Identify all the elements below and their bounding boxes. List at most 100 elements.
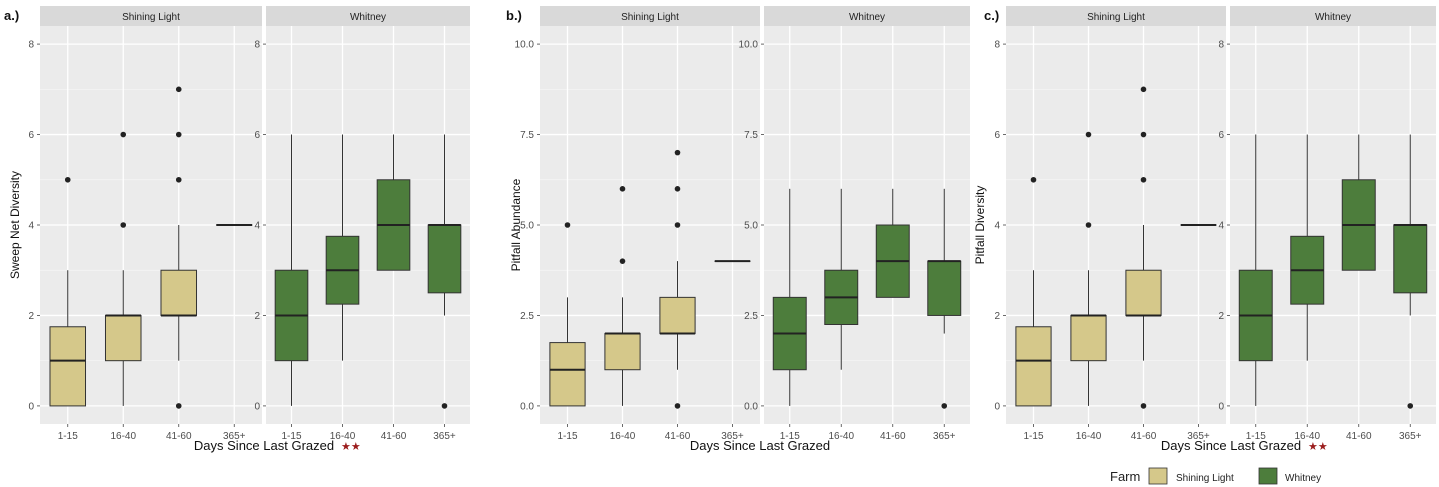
box-body <box>1015 326 1052 407</box>
outlier-point <box>175 403 182 409</box>
x-tick-label: 365+ <box>433 431 456 442</box>
x-axis-label: Days Since Last Grazed <box>1161 438 1301 453</box>
y-tick-label: 2.5 <box>744 311 758 322</box>
outlier-point <box>64 176 71 183</box>
box-body <box>549 342 586 407</box>
facet-whitney: Whitney 0.0 2.5 5.0 7.5 10.0 1-15 16-40 41-60 365… <box>739 6 970 442</box>
outlier-point <box>1407 403 1414 409</box>
outlier-point <box>674 186 681 192</box>
chart-0: a.) Sweep Net Diversity Days Since Last Gr… <box>4 6 470 453</box>
outlier-point <box>1085 222 1092 228</box>
x-tick-label: 16-40 <box>610 431 636 442</box>
facet-strip <box>40 6 262 26</box>
panel-tag: a.) <box>4 8 19 23</box>
box-body <box>1393 224 1428 294</box>
facet-strip-label: Shining Light <box>1087 12 1145 23</box>
outlier-point <box>1030 176 1037 183</box>
y-tick-label: 0 <box>994 401 1000 412</box>
y-axis-label: Sweep Net Diversity <box>8 171 22 279</box>
legend-title: Farm <box>1110 469 1140 484</box>
panel-tag: c.) <box>984 8 999 23</box>
outlier-point <box>674 222 681 228</box>
box-1-15 <box>274 134 309 406</box>
outlier-point <box>175 176 182 183</box>
y-tick-label: 8 <box>254 40 260 51</box>
facet-strip <box>1230 6 1436 26</box>
y-tick-label: 5.0 <box>520 221 534 232</box>
outlier-point <box>1140 131 1147 138</box>
box-41-60 <box>1125 86 1162 409</box>
box-365+ <box>927 188 962 409</box>
y-tick-label: 4 <box>994 221 1000 232</box>
outlier-point <box>564 222 571 228</box>
outlier-point <box>674 403 681 409</box>
x-tick-label: 1-15 <box>780 431 800 442</box>
x-tick-label: 1-15 <box>1246 431 1266 442</box>
chart-1: b.) Pitfall Abundance Days Since Last Graz… <box>506 6 970 453</box>
y-axis-label: Pitfall Diversity <box>973 186 987 265</box>
outlier-point <box>1140 176 1147 183</box>
box-365+ <box>427 134 462 409</box>
facet-strip <box>1006 6 1226 26</box>
panel-tag: b.) <box>506 8 522 23</box>
box-body <box>1125 269 1162 316</box>
box-body <box>1070 314 1107 362</box>
outlier-point <box>175 86 182 93</box>
facet-strip-label: Shining Light <box>621 12 679 23</box>
box-body <box>49 326 87 407</box>
y-tick-label: 0 <box>254 401 260 412</box>
facet-strip-label: Shining Light <box>122 12 180 23</box>
charts: a.) Sweep Net Diversity Days Since Last Gr… <box>4 6 1436 453</box>
y-tick-label: 8 <box>28 40 34 51</box>
x-tick-label: 1-15 <box>557 431 577 442</box>
y-tick-label: 2.5 <box>520 311 534 322</box>
box-1-15 <box>49 176 87 407</box>
facet-whitney: Whitney 0 2 4 6 8 1-15 16-40 41-60 365+ <box>254 6 470 442</box>
y-tick-label: 10.0 <box>739 40 759 51</box>
y-tick-label: 4 <box>28 221 34 232</box>
box-41-60 <box>1341 134 1376 271</box>
y-tick-label: 2 <box>254 311 260 322</box>
x-axis-label: Days Since Last Grazed <box>690 438 830 453</box>
box-1-15 <box>1238 134 1273 406</box>
outlier-point <box>674 149 681 156</box>
outlier-point <box>1140 86 1147 93</box>
y-tick-label: 7.5 <box>744 130 758 141</box>
x-tick-label: 41-60 <box>665 431 691 442</box>
x-tick-label: 1-15 <box>58 431 78 442</box>
legend-key-shining-light <box>1148 467 1168 485</box>
x-tick-label: 365+ <box>933 431 956 442</box>
outlier-point <box>619 258 626 264</box>
x-tick-label: 1-15 <box>1023 431 1043 442</box>
y-tick-label: 0 <box>28 401 34 412</box>
outlier-point <box>441 403 448 409</box>
x-axis-label: Days Since Last Grazed <box>194 438 334 453</box>
box-1-15 <box>772 188 807 406</box>
x-tick-label: 365+ <box>721 431 744 442</box>
y-tick-label: 4 <box>254 221 260 232</box>
y-axis-label: Pitfall Abundance <box>509 178 523 271</box>
y-tick-label: 10.0 <box>515 40 535 51</box>
facet-shining_light: Shining Light 0 2 4 6 8 1-15 16-40 41-60 365+ <box>28 6 262 442</box>
y-tick-label: 6 <box>1218 130 1224 141</box>
y-tick-label: 2 <box>28 311 34 322</box>
chart-2: c.) Pitfall Diversity Days Since Last Graz… <box>973 6 1436 453</box>
outlier-point <box>175 131 182 138</box>
x-tick-label: 365+ <box>1187 431 1210 442</box>
box-body <box>427 224 462 294</box>
y-tick-label: 2 <box>1218 311 1224 322</box>
box-16-40 <box>104 131 142 406</box>
x-tick-label: 41-60 <box>1131 431 1157 442</box>
facet-shining_light: Shining Light 0 2 4 6 8 1-15 16-40 41-60 365+ <box>994 6 1226 442</box>
y-tick-label: 0.0 <box>744 401 758 412</box>
y-tick-label: 4 <box>1218 221 1224 232</box>
box-body <box>604 333 641 371</box>
y-tick-label: 6 <box>254 130 260 141</box>
x-tick-label: 41-60 <box>166 431 192 442</box>
outlier-point <box>1140 403 1147 409</box>
legend: Farm Shining Light Whitney <box>1110 467 1321 485</box>
box-16-40 <box>604 186 641 406</box>
x-tick-label: 41-60 <box>1346 431 1372 442</box>
outlier-point <box>619 186 626 192</box>
